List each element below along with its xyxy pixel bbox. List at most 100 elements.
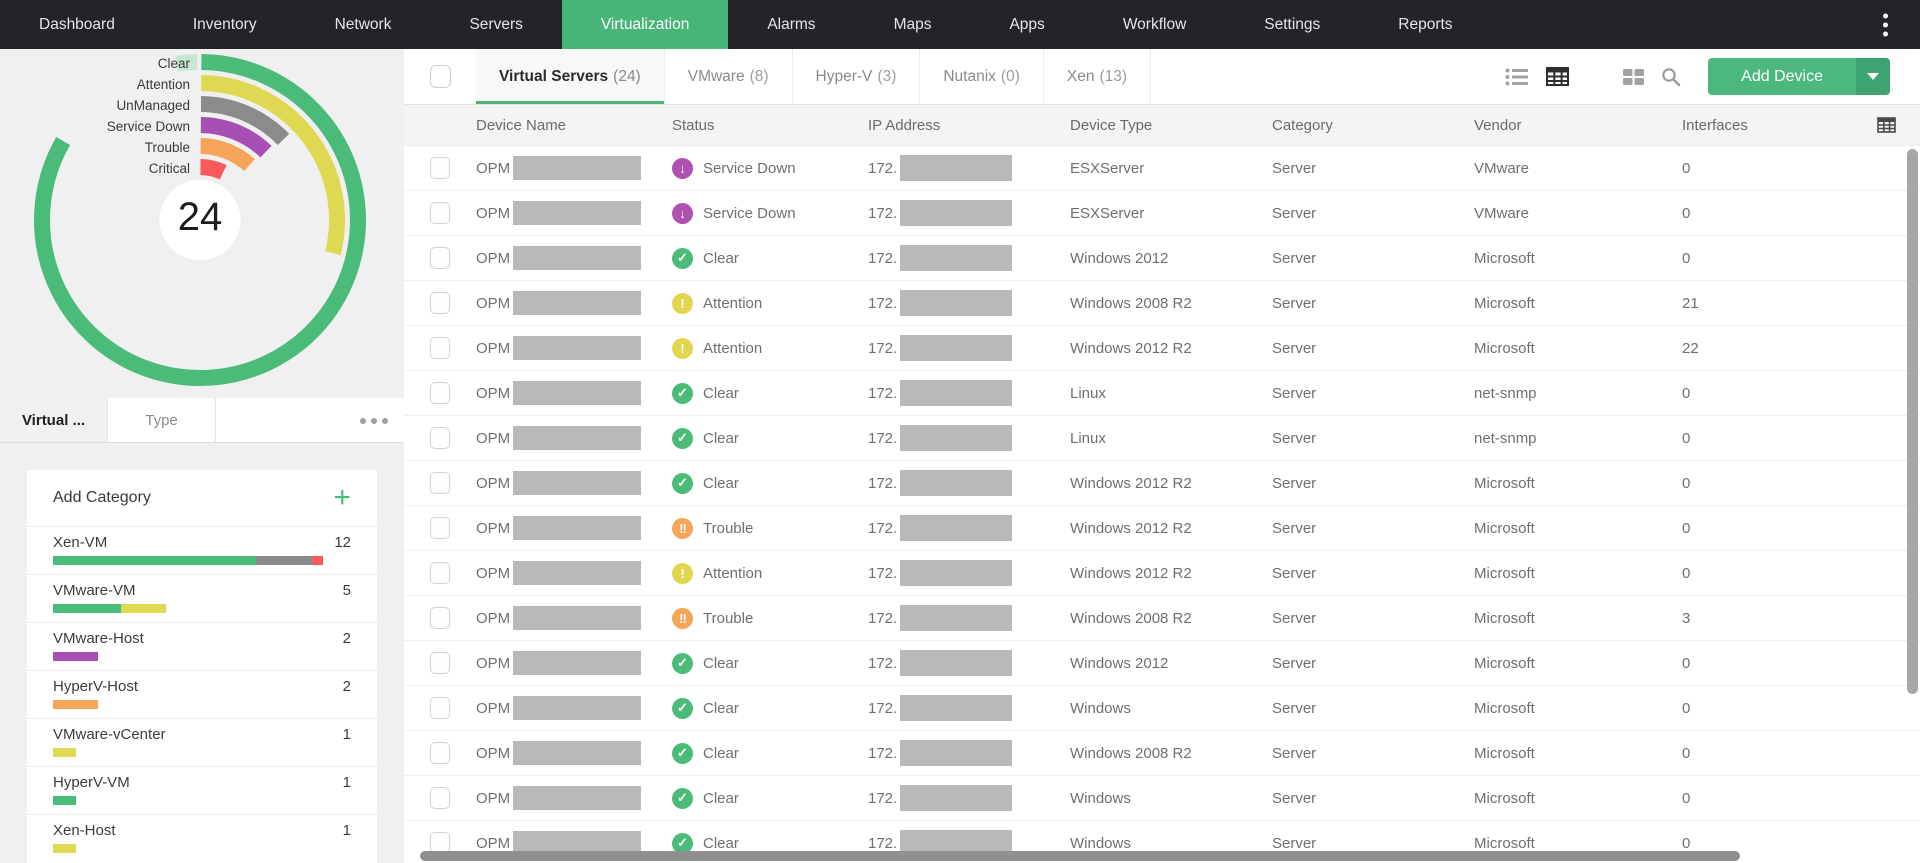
add-device-dropdown-toggle[interactable] bbox=[1856, 58, 1890, 95]
status-label: Attention bbox=[703, 294, 763, 312]
row-checkbox[interactable] bbox=[430, 787, 450, 809]
device-name-cell[interactable]: OPM bbox=[476, 246, 672, 270]
category-item-hyperv-host[interactable]: HyperV-Host 2 bbox=[27, 670, 377, 718]
row-checkbox[interactable] bbox=[430, 292, 450, 314]
tab-count: (3) bbox=[877, 68, 897, 85]
nav-item-virtualization[interactable]: Virtualization bbox=[561, 0, 729, 49]
device-name-cell[interactable]: OPM bbox=[476, 741, 672, 765]
row-checkbox[interactable] bbox=[430, 247, 450, 269]
nav-item-alarms[interactable]: Alarms bbox=[767, 16, 816, 33]
device-name-cell[interactable]: OPM bbox=[476, 471, 672, 495]
redacted-ip bbox=[900, 740, 1013, 766]
search-icon[interactable] bbox=[1661, 67, 1681, 87]
status-label: Attention bbox=[703, 339, 763, 357]
device-name-cell[interactable]: OPM bbox=[476, 516, 672, 540]
device-name-cell[interactable]: OPM bbox=[476, 381, 672, 405]
card-view-icon[interactable] bbox=[1623, 68, 1645, 86]
category-item-xen-host[interactable]: Xen-Host 1 bbox=[27, 814, 377, 862]
table-row: OPM ✓ Clear 172. Linux Server net-snmp 0 bbox=[404, 371, 1920, 416]
tab-hyper-v[interactable]: Hyper-V (3) bbox=[793, 49, 921, 104]
column-header-device-type[interactable]: Device Type bbox=[1070, 116, 1153, 134]
nav-item-maps[interactable]: Maps bbox=[893, 16, 932, 33]
category-item-hyperv-vm[interactable]: HyperV-VM 1 bbox=[27, 766, 377, 814]
nav-item-inventory[interactable]: Inventory bbox=[192, 16, 257, 33]
nav-item-workflow[interactable]: Workflow bbox=[1122, 16, 1187, 33]
row-checkbox[interactable] bbox=[430, 742, 450, 764]
device-name-cell[interactable]: OPM bbox=[476, 696, 672, 720]
nav-item-network[interactable]: Network bbox=[334, 16, 392, 33]
bar-segment bbox=[120, 604, 166, 613]
column-header-ip-address[interactable]: IP Address bbox=[868, 116, 941, 134]
add-category-button[interactable]: Add Category + bbox=[27, 470, 377, 526]
ip-prefix: 172. bbox=[868, 159, 898, 177]
row-checkbox[interactable] bbox=[430, 202, 450, 224]
category-item-xen-vm[interactable]: Xen-VM 12 bbox=[27, 526, 377, 574]
category-item-vmware-vcenter[interactable]: VMware-vCenter 1 bbox=[27, 718, 377, 766]
table-row: OPM ✓ Clear 172. Windows Server Microsoft 0 bbox=[404, 686, 1920, 731]
clear-status-icon: ✓ bbox=[672, 787, 693, 809]
row-checkbox[interactable] bbox=[430, 517, 450, 539]
redacted-device-name bbox=[513, 426, 642, 450]
row-checkbox[interactable] bbox=[430, 472, 450, 494]
category-item-vmware-vm[interactable]: VMware-VM 5 bbox=[27, 574, 377, 622]
sidebar-tab-virtual[interactable]: Virtual ... bbox=[0, 398, 108, 442]
nav-item-apps[interactable]: Apps bbox=[1009, 16, 1045, 33]
device-name-prefix: OPM bbox=[476, 249, 511, 267]
row-checkbox[interactable] bbox=[430, 427, 450, 449]
category-count: 5 bbox=[342, 582, 351, 599]
device-name-cell[interactable]: OPM bbox=[476, 426, 672, 450]
tab-virtual-servers[interactable]: Virtual Servers (24) bbox=[476, 49, 665, 104]
row-checkbox[interactable] bbox=[430, 652, 450, 674]
row-checkbox[interactable] bbox=[430, 607, 450, 629]
legend-label-trouble: Trouble bbox=[144, 140, 190, 155]
heatmap-view-icon[interactable] bbox=[1586, 67, 1606, 87]
category-cell: Server bbox=[1272, 609, 1317, 627]
ip-prefix: 172. bbox=[868, 474, 898, 492]
more-options-icon[interactable] bbox=[360, 398, 388, 443]
column-header-status[interactable]: Status bbox=[672, 116, 715, 134]
row-checkbox[interactable] bbox=[430, 382, 450, 404]
row-checkbox[interactable] bbox=[430, 697, 450, 719]
device-type-cell: Windows 2012 R2 bbox=[1070, 564, 1192, 582]
nav-item-reports[interactable]: Reports bbox=[1398, 16, 1453, 33]
device-name-cell[interactable]: OPM bbox=[476, 651, 672, 675]
device-name-cell[interactable]: OPM bbox=[476, 156, 672, 180]
category-item-vmware-host[interactable]: VMware-Host 2 bbox=[27, 622, 377, 670]
column-header-device-name[interactable]: Device Name bbox=[476, 116, 567, 134]
category-cell: Server bbox=[1272, 159, 1317, 177]
device-name-cell[interactable]: OPM bbox=[476, 561, 672, 585]
list-view-icon[interactable] bbox=[1505, 67, 1529, 87]
device-type-cell: Windows 2012 R2 bbox=[1070, 339, 1192, 357]
device-name-cell[interactable]: OPM bbox=[476, 291, 672, 315]
tab-nutanix[interactable]: Nutanix (0) bbox=[920, 49, 1044, 104]
table-view-icon[interactable] bbox=[1546, 67, 1570, 86]
kebab-menu-icon[interactable] bbox=[1879, 9, 1892, 40]
row-checkbox[interactable] bbox=[430, 337, 450, 359]
select-all-checkbox[interactable] bbox=[429, 65, 451, 88]
nav-item-servers[interactable]: Servers bbox=[469, 16, 523, 33]
row-checkbox[interactable] bbox=[430, 157, 450, 179]
tab-vmware[interactable]: VMware (8) bbox=[665, 49, 793, 104]
nav-item-settings[interactable]: Settings bbox=[1264, 16, 1321, 33]
device-name-cell[interactable]: OPM bbox=[476, 201, 672, 225]
sidebar-tab-type[interactable]: Type bbox=[108, 398, 216, 442]
redacted-device-name bbox=[513, 156, 642, 180]
device-name-cell[interactable]: OPM bbox=[476, 606, 672, 630]
column-chooser-icon[interactable] bbox=[1877, 117, 1896, 133]
vertical-scrollbar[interactable] bbox=[1907, 149, 1918, 694]
redacted-device-name bbox=[513, 291, 642, 315]
column-header-category[interactable]: Category bbox=[1272, 116, 1333, 134]
row-checkbox[interactable] bbox=[430, 562, 450, 584]
device-name-cell[interactable]: OPM bbox=[476, 336, 672, 360]
bar-segment bbox=[53, 604, 121, 613]
tab-xen[interactable]: Xen (13) bbox=[1044, 49, 1152, 104]
device-name-cell[interactable]: OPM bbox=[476, 786, 672, 810]
status-label: Trouble bbox=[703, 609, 754, 627]
category-cell: Server bbox=[1272, 834, 1317, 852]
nav-item-dashboard[interactable]: Dashboard bbox=[39, 16, 115, 33]
column-header-interfaces[interactable]: Interfaces bbox=[1682, 116, 1748, 134]
add-device-button[interactable]: Add Device bbox=[1708, 58, 1856, 95]
column-header-vendor[interactable]: Vendor bbox=[1474, 116, 1522, 134]
horizontal-scrollbar[interactable] bbox=[420, 851, 1740, 861]
plus-icon[interactable]: + bbox=[333, 481, 351, 514]
